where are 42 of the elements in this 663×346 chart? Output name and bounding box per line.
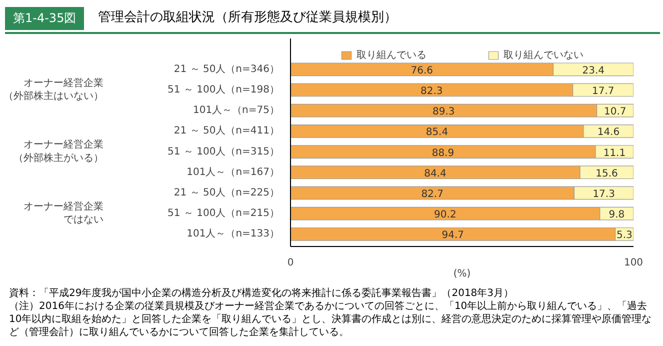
data-label: 5.3 [616, 230, 632, 242]
data-label: 84.4 [424, 168, 446, 180]
text: オーナー経営企業 [24, 138, 104, 151]
y-tick-label: 21 ～ 50人（n=225） [174, 187, 280, 198]
x-tick-label: 0 [287, 258, 294, 268]
data-label: 82.3 [420, 86, 443, 97]
data-label: 17.7 [592, 86, 614, 97]
data-label: 89.3 [432, 106, 455, 118]
text: 資料：「平成29年度我が国中小企業の構造分析及び構造変化の将来推計に係る委託事業報告書」（2018年3月） [9, 288, 514, 299]
chart-title: 管理会計の取組状況（所有形態及び従業員規模別） [98, 9, 398, 28]
data-label: 76.6 [410, 65, 433, 76]
text: オーナー経営企業 [24, 76, 104, 89]
y-tick-label: 51 ～ 100人（n=315） [168, 146, 280, 158]
text: （外部株主はいない） [4, 90, 104, 102]
data-label: 11.1 [603, 148, 626, 159]
legend-label: 取り組んでいる [356, 49, 426, 62]
data-label: 90.2 [434, 210, 456, 221]
text: 第1-4-35図 [5, 7, 84, 30]
y-tick-label: 101人～（n=133） [186, 228, 280, 240]
y-tick-label: 21 ～ 50人（n=346） [174, 64, 280, 75]
x-tick-label: 100 [624, 258, 644, 268]
data-label: 94.7 [442, 230, 464, 242]
data-label: 85.4 [426, 127, 448, 138]
y-tick-label: 101人～（n=167） [186, 166, 280, 178]
y-tick-label: 51 ～ 100人（n=198） [168, 84, 280, 96]
data-label: 14.6 [597, 127, 620, 138]
y-tick-label: 101人～（n=75） [192, 105, 280, 116]
data-label: 23.4 [582, 65, 604, 76]
data-label: 82.7 [421, 188, 444, 200]
y-tick-label: 51 ～ 100人（n=215） [168, 208, 280, 220]
data-label: 17.3 [592, 188, 615, 200]
y-tick-label: 21 ～ 50人（n=411） [174, 126, 280, 137]
x-axis-title: (%) [453, 268, 471, 280]
legend-label: 取り組んでいない [504, 49, 584, 62]
data-label: 15.6 [596, 168, 618, 180]
text: （外部株主がいる） [14, 152, 104, 164]
data-label: 88.9 [432, 148, 454, 159]
text: （注）2016年における企業の従業員規模及びオーナー経営企業であるかについての回答ごとに、「10年以上前から取り組んでいる」、「過去10年以内に取組を始めた」と回答した企業を「取り組んでいる」とし、決算書の作成とは別に、経営の意思決定のために採算管理や原価管理など（管理会計）に取り組んでいるかについて回答した企業を集計している。 [9, 301, 652, 338]
text: オーナー経営企業 [24, 200, 104, 212]
text: ではない [64, 214, 104, 226]
data-label: 10.7 [604, 106, 626, 118]
data-label: 9.8 [608, 210, 625, 221]
